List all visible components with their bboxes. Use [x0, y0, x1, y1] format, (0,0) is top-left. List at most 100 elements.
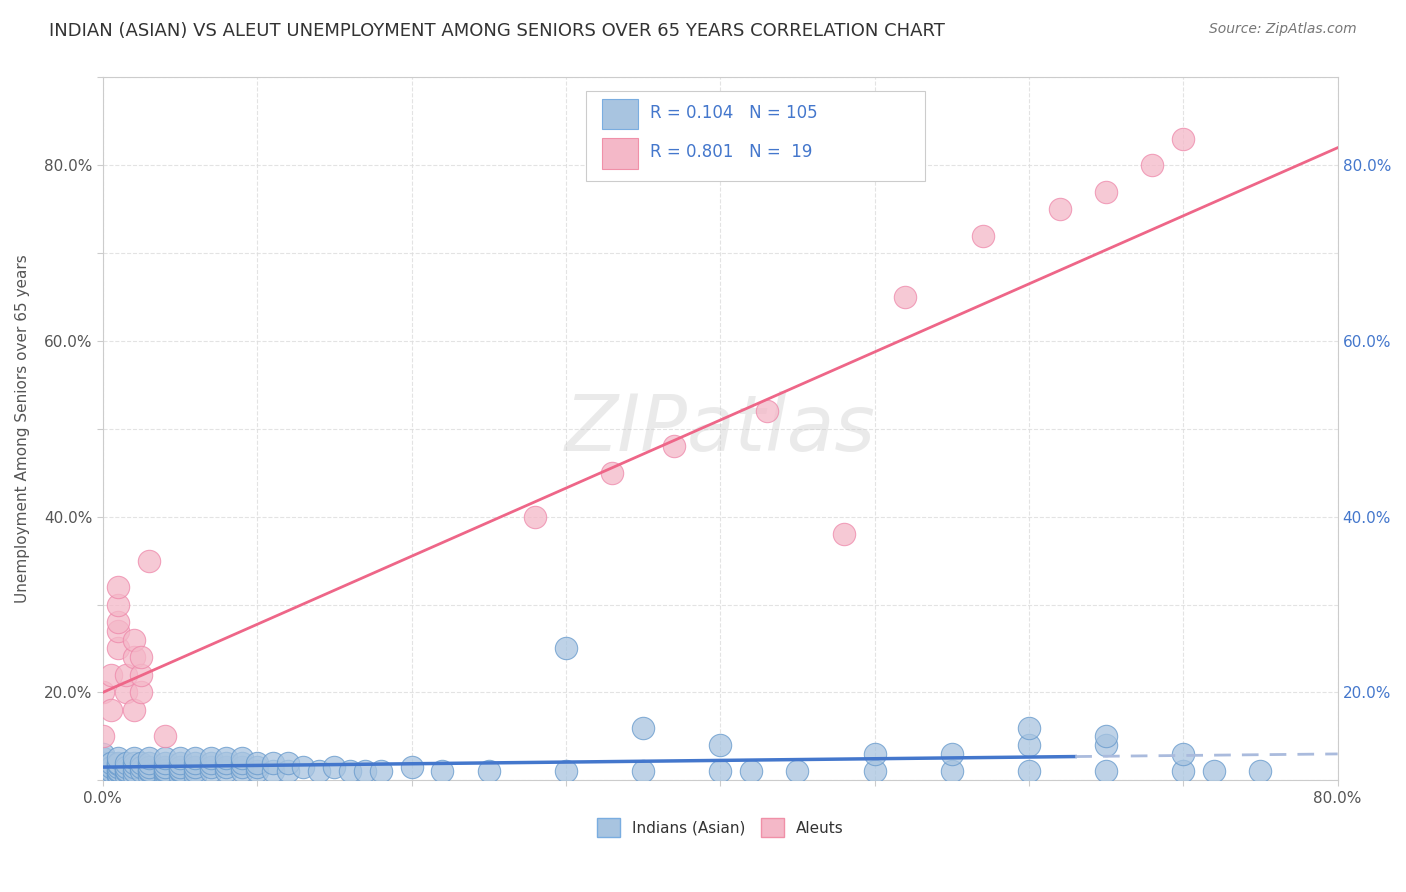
Point — [107, 760, 129, 774]
Point — [115, 764, 138, 779]
Point — [115, 685, 138, 699]
Point — [246, 760, 269, 774]
Point — [200, 760, 222, 774]
Point — [122, 760, 145, 774]
Point — [1173, 764, 1195, 779]
Point — [100, 769, 122, 783]
Point — [169, 760, 191, 774]
Point — [153, 730, 176, 744]
Point — [100, 668, 122, 682]
Point — [755, 404, 778, 418]
Point — [1204, 764, 1226, 779]
Point — [169, 751, 191, 765]
Point — [215, 751, 238, 765]
Point — [138, 760, 160, 774]
Point — [153, 751, 176, 765]
Point — [138, 764, 160, 779]
Point — [246, 764, 269, 779]
Point — [153, 763, 176, 777]
Point — [138, 751, 160, 765]
Point — [200, 756, 222, 770]
Point — [554, 764, 576, 779]
Point — [1018, 721, 1040, 735]
Point — [277, 764, 299, 779]
Point — [709, 764, 731, 779]
Text: R = 0.801   N =  19: R = 0.801 N = 19 — [650, 143, 811, 161]
Point — [1173, 747, 1195, 761]
Point — [122, 756, 145, 770]
Point — [600, 466, 623, 480]
Point — [138, 763, 160, 777]
Point — [107, 580, 129, 594]
Point — [215, 760, 238, 774]
Point — [91, 760, 114, 774]
Point — [100, 764, 122, 779]
Point — [100, 756, 122, 770]
Point — [122, 650, 145, 665]
Point — [863, 764, 886, 779]
Point — [184, 764, 207, 779]
Point — [169, 756, 191, 770]
Point — [1095, 738, 1118, 752]
Point — [131, 760, 153, 774]
Point — [894, 290, 917, 304]
Point — [91, 730, 114, 744]
Point — [122, 632, 145, 647]
Point — [115, 756, 138, 770]
Point — [1142, 158, 1164, 172]
Point — [246, 756, 269, 770]
Point — [478, 764, 501, 779]
Point — [972, 228, 994, 243]
Point — [131, 685, 153, 699]
Text: Source: ZipAtlas.com: Source: ZipAtlas.com — [1209, 22, 1357, 37]
Point — [184, 756, 207, 770]
Point — [169, 763, 191, 777]
Point — [262, 756, 284, 770]
Point — [100, 703, 122, 717]
Point — [131, 764, 153, 779]
Point — [1249, 764, 1271, 779]
Point — [941, 764, 963, 779]
Point — [131, 756, 153, 770]
Point — [107, 767, 129, 781]
Point — [631, 721, 654, 735]
Point — [131, 668, 153, 682]
Point — [432, 764, 454, 779]
Point — [122, 764, 145, 779]
Point — [115, 763, 138, 777]
Point — [370, 764, 392, 779]
Point — [740, 764, 762, 779]
Point — [107, 769, 129, 783]
Point — [107, 598, 129, 612]
Point — [107, 763, 129, 777]
Text: ZIPatlas: ZIPatlas — [565, 391, 876, 467]
Point — [115, 769, 138, 783]
Point — [292, 760, 315, 774]
Point — [200, 751, 222, 765]
Point — [107, 756, 129, 770]
Point — [122, 769, 145, 783]
Point — [122, 751, 145, 765]
Point — [832, 527, 855, 541]
Point — [100, 760, 122, 774]
Point — [91, 756, 114, 770]
Point — [138, 554, 160, 568]
Point — [262, 764, 284, 779]
Point — [184, 769, 207, 783]
Point — [554, 641, 576, 656]
Point — [215, 764, 238, 779]
Point — [401, 760, 423, 774]
Point — [200, 764, 222, 779]
Point — [1018, 764, 1040, 779]
Legend: Indians (Asian), Aleuts: Indians (Asian), Aleuts — [591, 812, 849, 843]
Point — [662, 439, 685, 453]
Point — [107, 751, 129, 765]
Point — [631, 764, 654, 779]
Point — [138, 769, 160, 783]
Point — [786, 764, 808, 779]
Point — [184, 751, 207, 765]
Point — [107, 764, 129, 779]
Point — [1173, 132, 1195, 146]
Point — [115, 668, 138, 682]
Point — [231, 760, 253, 774]
